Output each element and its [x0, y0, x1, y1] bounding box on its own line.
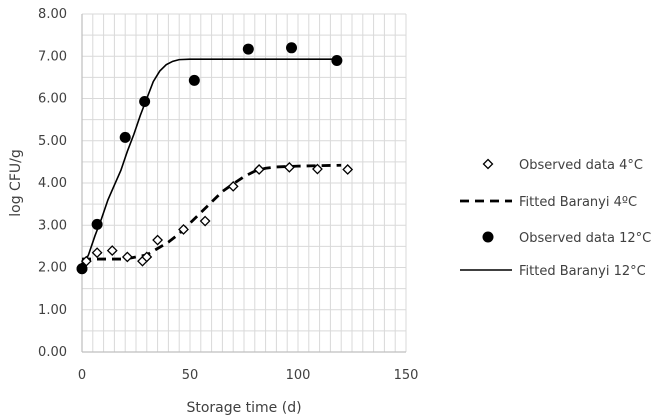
y-tick-label: 6.00: [38, 92, 67, 107]
data-point: [76, 263, 88, 275]
data-point: [242, 43, 254, 55]
data-point: [227, 180, 239, 192]
y-tick-label: 5.00: [38, 134, 67, 149]
y-tick-label: 0.00: [38, 345, 67, 360]
x-tick-label: 100: [286, 368, 311, 383]
y-tick-label: 3.00: [38, 218, 67, 233]
legend-label: Observed data 12°C: [519, 231, 651, 246]
legend-marker: [482, 158, 494, 170]
y-tick-labels: 0.00 1.00 2.00 3.00 4.00 5.00 6.00 7.00 8.00: [38, 7, 67, 360]
legend-label: Fitted Baranyi 12°C: [519, 264, 646, 279]
data-point: [106, 245, 118, 257]
series-line: [82, 163, 342, 261]
data-point: [121, 251, 133, 263]
data-point: [141, 251, 153, 263]
data-point: [91, 247, 103, 259]
y-axis-label: log CFU/g: [8, 149, 24, 216]
x-tick-label: 150: [394, 368, 419, 383]
data-point: [283, 161, 295, 173]
y-tick-label: 2.00: [38, 261, 67, 276]
data-point: [312, 163, 323, 175]
data-point: [253, 164, 265, 175]
data-point: [342, 164, 354, 175]
axes: [81, 14, 406, 353]
data-point: [199, 215, 211, 227]
x-tick-label: 0: [78, 368, 86, 383]
x-axis-label: Storage time (d): [186, 400, 301, 416]
data-point: [286, 42, 298, 54]
x-tick-label: 50: [182, 368, 199, 383]
y-tick-label: 1.00: [38, 303, 67, 318]
legend-marker: [482, 231, 494, 243]
data-point: [188, 74, 200, 86]
grid-lines: [81, 13, 407, 353]
data-point: [152, 234, 164, 246]
legend-label: Observed data 4°C: [519, 158, 643, 173]
plot-area: [76, 42, 354, 275]
legend-label: Fitted Baranyi 4ºC: [519, 195, 637, 210]
series-line: [81, 58, 337, 268]
data-point: [178, 224, 189, 235]
y-tick-label: 7.00: [38, 49, 67, 64]
data-point: [119, 131, 131, 143]
data-point: [139, 95, 151, 107]
y-tick-label: 8.00: [38, 7, 67, 22]
data-point: [91, 218, 103, 230]
x-tick-labels: 0 50 100 150: [78, 368, 419, 383]
y-tick-label: 4.00: [38, 176, 67, 191]
data-point: [331, 54, 343, 66]
legend: Observed data 4°C Fitted Baranyi 4ºC Obser…: [460, 158, 651, 279]
